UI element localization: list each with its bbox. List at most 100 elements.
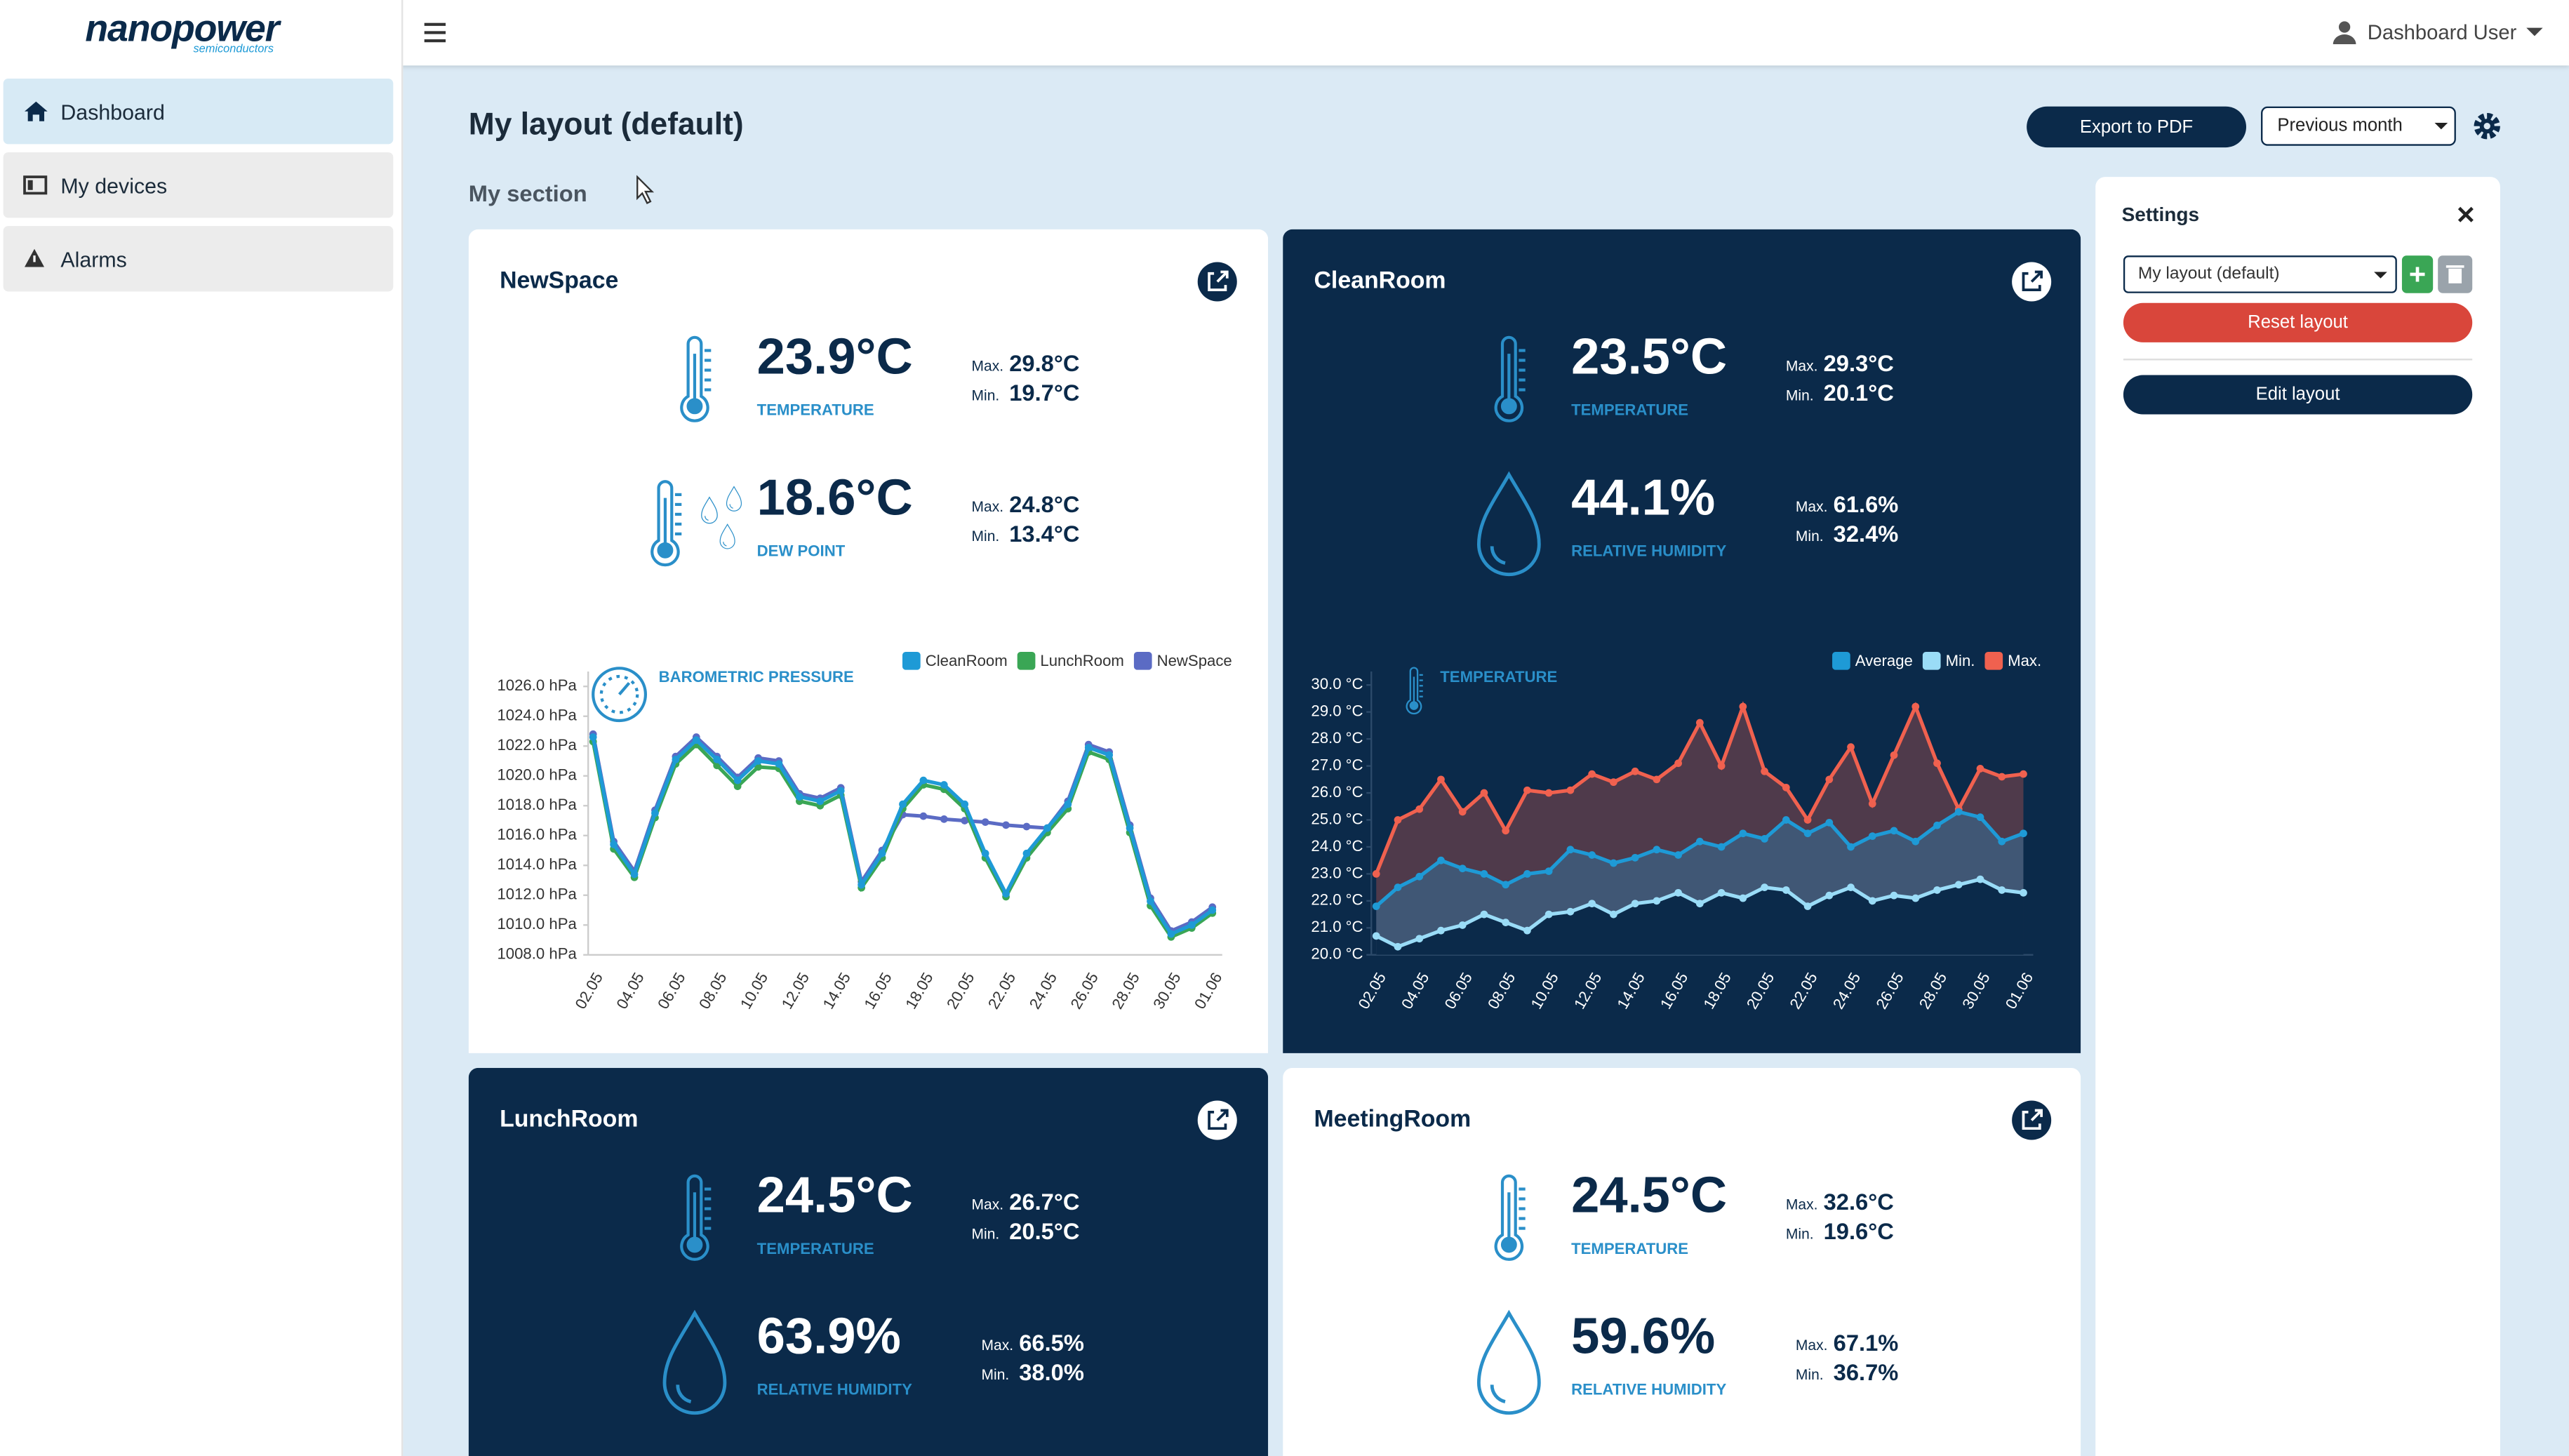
icon-part [1490, 546, 1506, 565]
layout-select[interactable]: My layout (default) [2123, 255, 2397, 293]
data-point [1415, 872, 1424, 881]
y-tick-label: 1018.0 hPa [497, 796, 577, 813]
open-link[interactable] [2012, 262, 2052, 302]
data-point [1588, 900, 1596, 908]
data-point [651, 809, 659, 817]
data-point [1544, 910, 1553, 919]
y-tick-label: 30.0 °C [1311, 675, 1363, 693]
open-link[interactable] [2012, 1100, 2052, 1140]
data-point [1208, 906, 1217, 914]
data-point [1653, 897, 1661, 905]
nav-item[interactable]: Alarms [3, 226, 394, 292]
y-tick-label: 1024.0 hPa [497, 707, 577, 724]
metric-value: 59.6% [1571, 1307, 1715, 1364]
device-card: CleanRoom 23.5°C TEMPERATURE Max. 29.3°C Min.… [1283, 229, 2081, 1053]
data-point [1437, 926, 1445, 935]
legend-swatch [1133, 651, 1152, 670]
data-point [1911, 894, 1920, 902]
period-select[interactable]: Previous month [2261, 106, 2456, 146]
brand-name: nanopower [85, 6, 279, 50]
legend-label: Min. [1946, 652, 1975, 669]
y-tick-label: 26.0 °C [1311, 783, 1363, 801]
divider [2123, 359, 2473, 361]
nav-item[interactable]: Dashboard [3, 79, 394, 145]
y-tick-label: 25.0 °C [1311, 810, 1363, 827]
max-label: Max. [1796, 1337, 1828, 1354]
data-point [1372, 870, 1380, 878]
open-link[interactable] [1197, 1100, 1237, 1140]
min-label: Min. [1796, 1367, 1824, 1383]
data-point [1739, 702, 1747, 711]
data-point [733, 782, 742, 790]
export-button[interactable]: Export to PDF [2027, 106, 2247, 148]
close-button[interactable] [2456, 205, 2476, 225]
icon-part [1476, 471, 1541, 577]
nav-item[interactable]: My devices [3, 152, 394, 218]
data-point [1480, 870, 1488, 878]
data-point [1566, 846, 1575, 854]
max-value: 67.1% [1834, 1330, 1899, 1356]
data-point [1976, 813, 1984, 822]
data-point [878, 849, 886, 857]
data-point [981, 818, 989, 827]
data-point [919, 776, 928, 784]
data-point [1480, 789, 1488, 797]
card-title: CleanRoom [1314, 267, 1446, 293]
metric-value: 24.5°C [757, 1167, 913, 1224]
drop-icon [701, 496, 718, 524]
user-icon [2333, 21, 2356, 45]
y-tick-label: 1008.0 hPa [497, 945, 577, 963]
data-point [1588, 851, 1596, 859]
reset-button[interactable]: Reset layout [2123, 302, 2473, 342]
data-point [1998, 773, 2006, 781]
section-title: My section [468, 180, 587, 207]
data-point [1695, 900, 1704, 908]
data-point [1480, 910, 1488, 919]
data-point [1588, 770, 1596, 778]
user-name[interactable]: Dashboard User [2367, 21, 2517, 45]
data-point [1147, 897, 1154, 905]
layout-actions[interactable] [2401, 255, 2474, 295]
max-label: Max. [1786, 358, 1818, 374]
menu-button[interactable] [422, 21, 448, 44]
y-tick-label: 1014.0 hPa [497, 855, 577, 873]
data-point [1105, 751, 1114, 759]
icon-part [680, 335, 709, 422]
data-point [1631, 767, 1639, 775]
data-point [1717, 843, 1726, 851]
data-point [1167, 930, 1175, 938]
data-point [1022, 822, 1031, 831]
min-label: Min. [1786, 1226, 1814, 1242]
y-tick-label: 29.0 °C [1311, 702, 1363, 720]
data-point [1717, 762, 1726, 770]
data-point [1933, 886, 1941, 894]
settings-gear[interactable] [2472, 112, 2502, 141]
data-point [1803, 902, 1812, 910]
data-point [1825, 891, 1834, 900]
icon-part [726, 486, 742, 512]
data-point [1372, 902, 1380, 910]
icon-part [676, 1384, 692, 1403]
drop-icon [726, 486, 742, 512]
data-point [630, 870, 639, 879]
metric-label: DEW POINT [757, 542, 846, 559]
data-point [1544, 789, 1553, 797]
data-point [1739, 829, 1747, 838]
data-point [1502, 881, 1510, 889]
y-tick-label: 1026.0 hPa [497, 676, 577, 694]
data-point [858, 881, 866, 889]
y-tick-label: 20.0 °C [1311, 945, 1363, 963]
icon-part [1476, 1309, 1541, 1415]
data-point [1610, 778, 1617, 787]
data-point [733, 776, 742, 784]
y-tick-label: 21.0 °C [1311, 918, 1363, 935]
brand-tagline: semiconductors [193, 44, 274, 56]
edit-button[interactable]: Edit layout [2123, 375, 2473, 415]
data-point [1002, 821, 1010, 829]
data-point [1523, 786, 1531, 794]
open-link[interactable] [1197, 262, 1237, 302]
data-point [1394, 942, 1402, 951]
data-point [961, 800, 969, 808]
y-tick-label: 1010.0 hPa [497, 915, 577, 933]
